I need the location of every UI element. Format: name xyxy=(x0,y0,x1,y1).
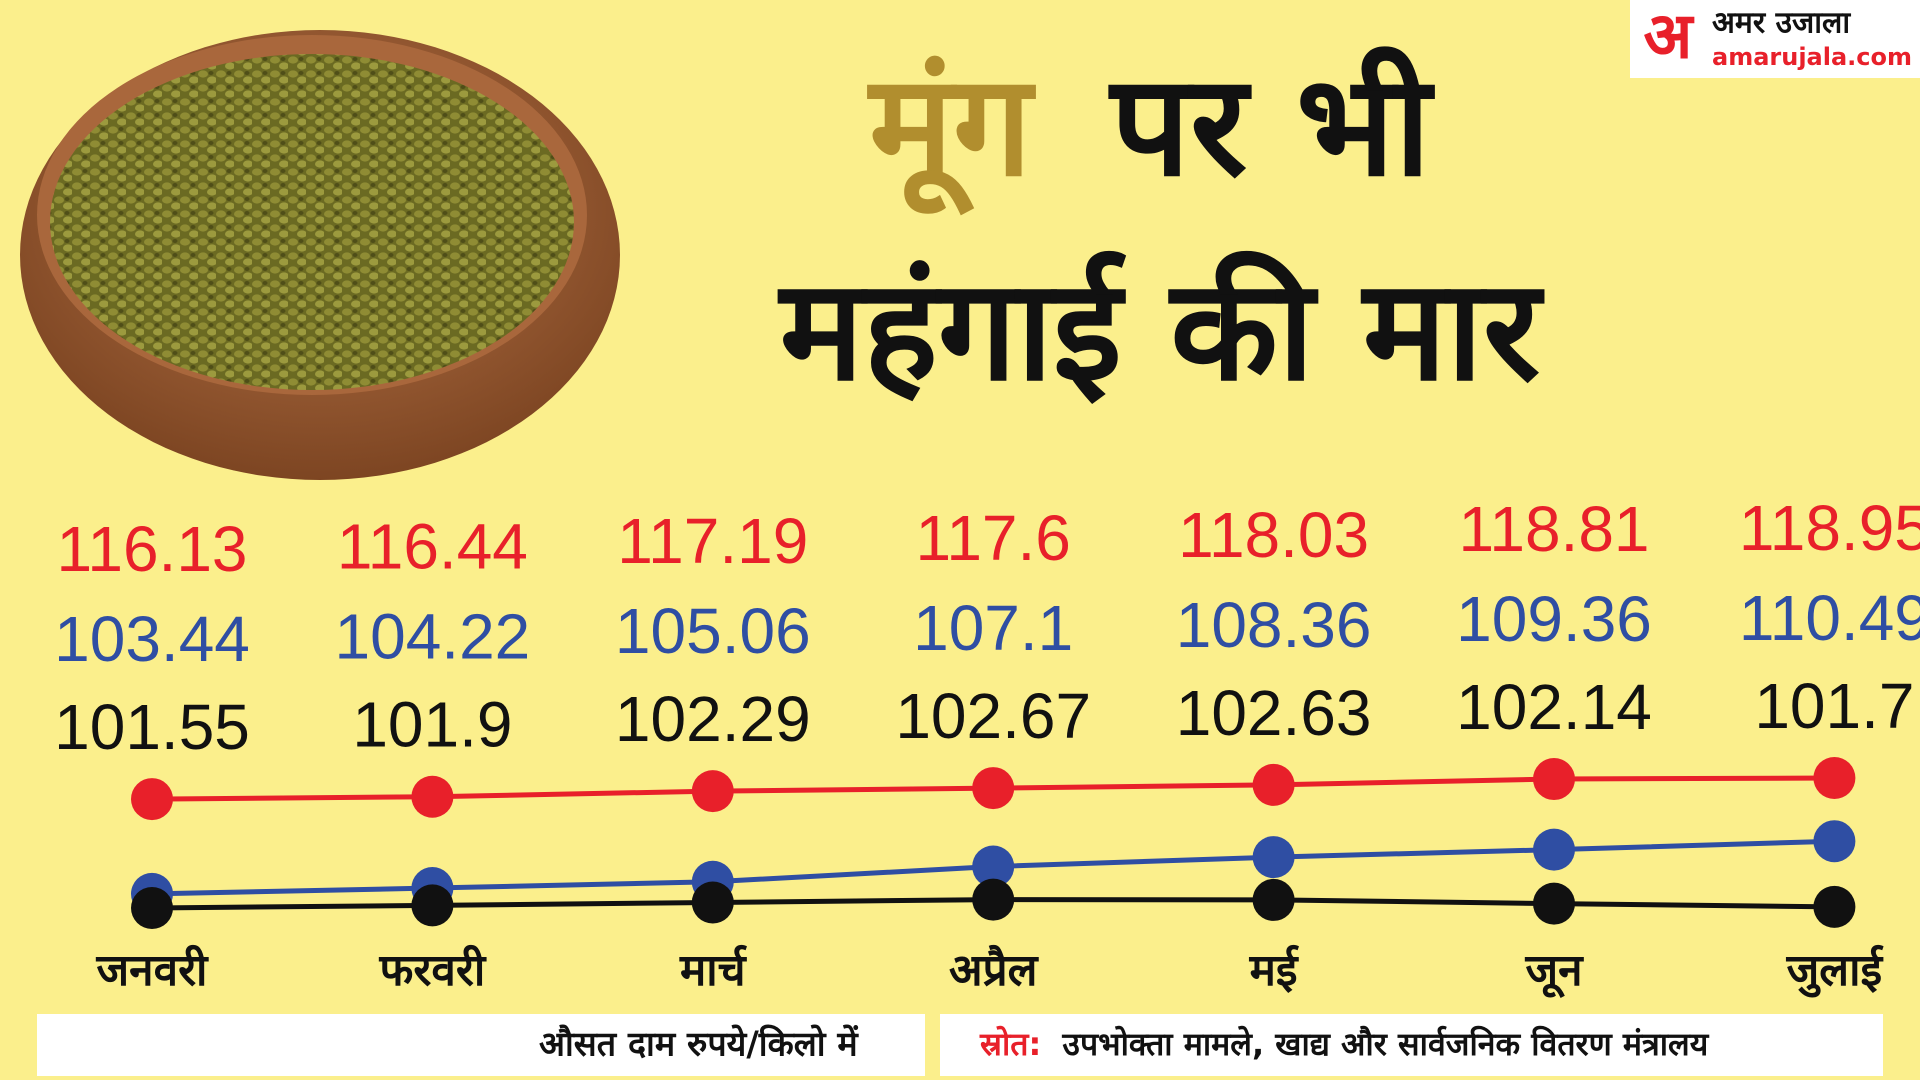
value-label: 118.95 xyxy=(1739,492,1920,564)
data-point xyxy=(411,775,454,818)
source-text: उपभोक्ता मामले, खाद्य और सार्वजनिक वितरण… xyxy=(1061,1025,1709,1063)
data-point xyxy=(972,767,1015,810)
data-point xyxy=(1252,878,1295,921)
unit-note: औसत दाम रुपये/किलो में xyxy=(539,1024,859,1065)
value-label: 101.9 xyxy=(352,689,512,761)
plot: 101.55 101.9 102.29 102.67 102.63 102.14 101.7… xyxy=(45,492,1920,1069)
data-point xyxy=(131,778,173,821)
x-tick-label: फरवरी xyxy=(379,944,487,996)
value-label: 102.29 xyxy=(615,683,811,755)
data-point xyxy=(1813,820,1856,863)
bowl-illustration xyxy=(20,30,620,480)
data-point xyxy=(411,884,454,927)
source: स्रोत: उपभोक्ता मामले, खाद्य और सार्वजनि… xyxy=(979,1025,1710,1063)
data-point xyxy=(972,845,1015,888)
title-part: पर भी xyxy=(1108,45,1436,208)
value-label: 101.55 xyxy=(54,691,250,763)
value-label: 118.03 xyxy=(1178,499,1369,571)
value-label: 101.7 xyxy=(1754,670,1914,742)
x-tick-label: मई xyxy=(1249,944,1300,996)
value-label: 103.44 xyxy=(54,603,250,675)
value-label: 117.19 xyxy=(617,505,808,577)
logo-box xyxy=(1630,0,1920,78)
x-tick-label: अप्रैल xyxy=(949,944,1040,996)
logo-mark: अ xyxy=(1644,0,1695,74)
data-point xyxy=(972,878,1015,921)
value-label: 102.63 xyxy=(1176,677,1372,749)
x-tick-label: मार्च xyxy=(679,944,748,996)
value-label: 116.44 xyxy=(337,511,528,583)
data-point xyxy=(131,887,173,929)
chart-title: मूंग पर भी xyxy=(866,45,1435,216)
data-point xyxy=(691,881,734,924)
data-point xyxy=(1252,836,1295,879)
value-label: 108.36 xyxy=(1176,589,1372,661)
value-label: 105.06 xyxy=(615,595,811,667)
chart-title-line2: महंगाई की मार xyxy=(777,250,1545,413)
logo-name: अमर उजाला xyxy=(1712,6,1851,41)
logo-site: amarujala.com xyxy=(1712,43,1912,71)
data-point xyxy=(1533,828,1575,871)
x-tick-label: जुलाई xyxy=(1786,944,1885,998)
value-label: 102.67 xyxy=(895,680,1091,752)
data-point xyxy=(1533,758,1575,801)
value-label: 107.1 xyxy=(913,592,1073,664)
brand-logo: अ अमर उजाला amarujala.com xyxy=(1630,0,1920,78)
data-point xyxy=(1813,757,1856,799)
value-label: 102.14 xyxy=(1456,671,1652,743)
x-tick-label: जनवरी xyxy=(96,944,210,996)
legend-box xyxy=(37,1014,925,1076)
value-label: 118.81 xyxy=(1459,493,1650,565)
title-highlight: मूंग xyxy=(866,45,1036,216)
data-point xyxy=(1252,763,1295,806)
value-label: 110.49 xyxy=(1739,582,1920,654)
value-label: 109.36 xyxy=(1456,583,1652,655)
source-label: स्रोत: xyxy=(979,1025,1041,1063)
data-point xyxy=(1813,885,1856,928)
value-label: 117.6 xyxy=(915,502,1070,574)
source-box xyxy=(940,1014,1883,1076)
data-point xyxy=(691,770,734,813)
data-point xyxy=(1533,882,1575,925)
value-label: 116.13 xyxy=(57,513,248,585)
value-label: 104.22 xyxy=(335,601,531,673)
x-tick-label: जून xyxy=(1524,945,1584,999)
